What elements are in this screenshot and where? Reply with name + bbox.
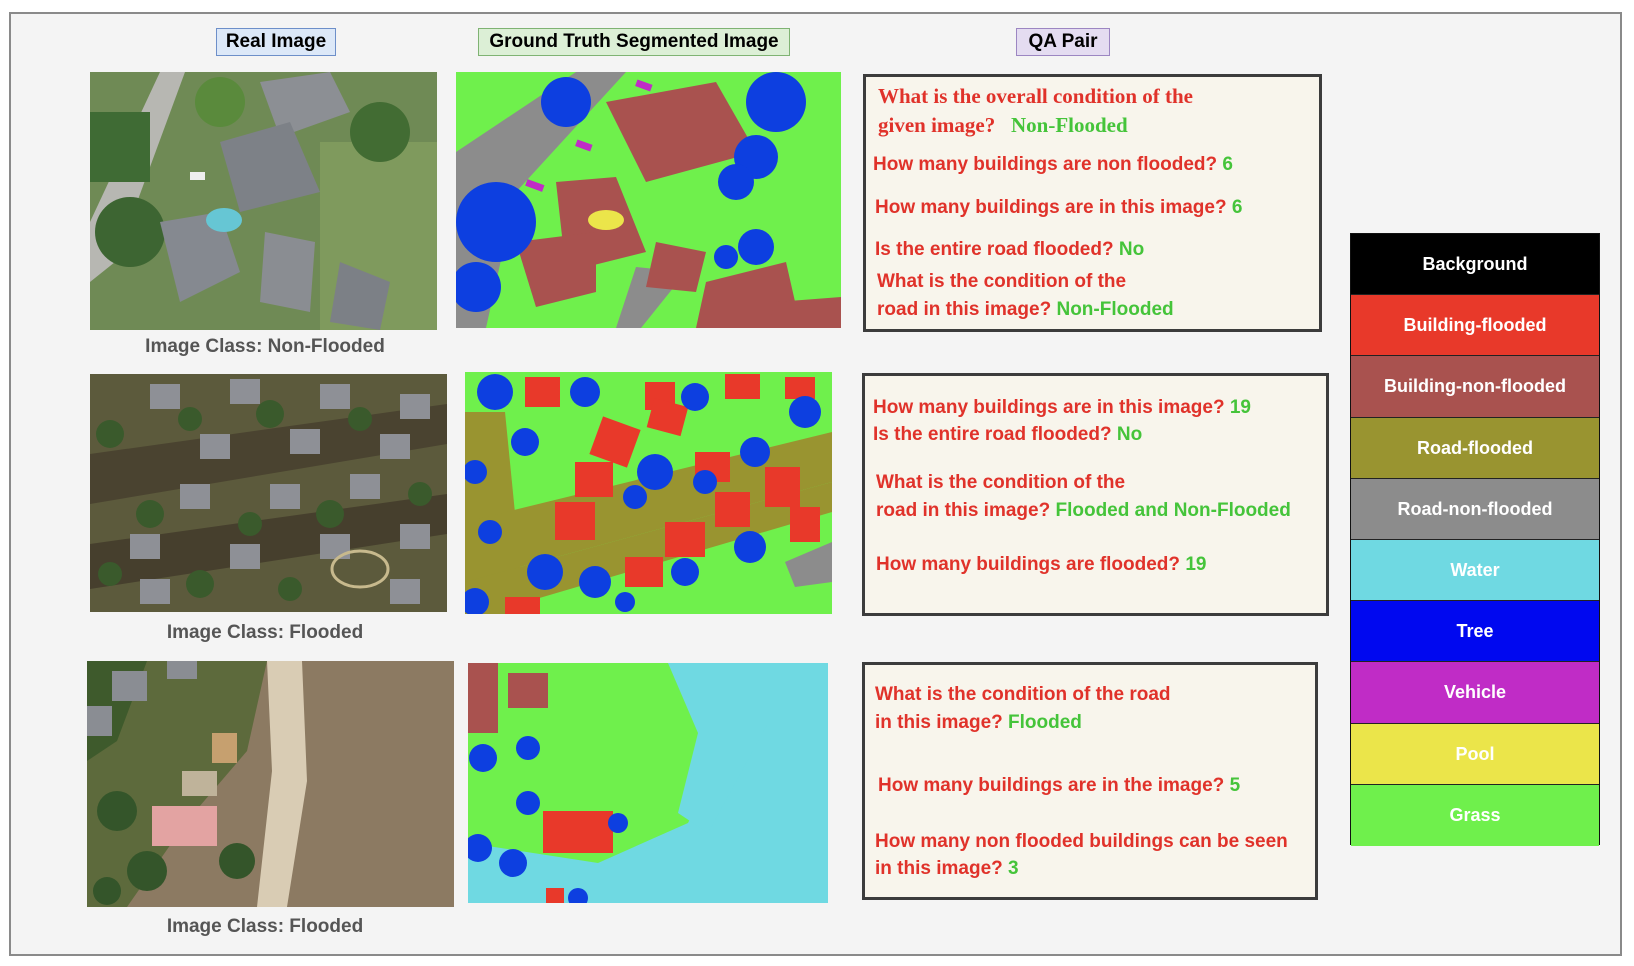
qa-line: in this image? 3 — [875, 858, 1019, 879]
qa-box-2: How many buildings are in this image? 19… — [862, 373, 1329, 616]
legend-item-vehicle: Vehicle — [1351, 662, 1599, 724]
qa-line: How many buildings are in this image? 19 — [873, 397, 1251, 418]
qa-line: What is the condition of the — [876, 472, 1126, 493]
qa-line: road in this image? Non-Flooded — [877, 299, 1174, 320]
legend-item-road-flooded: Road-flooded — [1351, 417, 1599, 479]
qa-line: How many non flooded buildings can be se… — [875, 831, 1288, 852]
real-image-2 — [90, 374, 447, 612]
qa-line: How many buildings are in this image? 6 — [875, 197, 1243, 218]
legend-item-road-non-flooded: Road-non-flooded — [1351, 478, 1599, 540]
legend-item-tree: Tree — [1351, 601, 1599, 663]
qa-line: Is the entire road flooded? No — [873, 424, 1143, 445]
legend-item-grass: Grass — [1351, 784, 1599, 846]
qa-line: What is the overall condition of the — [878, 84, 1193, 108]
qa-line: What is the condition of the road — [875, 684, 1171, 705]
qa-line: Is the entire road flooded? No — [875, 239, 1145, 260]
image-class-label-2: Image Class: Flooded — [166, 622, 364, 643]
legend-item-building-non-flooded: Building-non-flooded — [1351, 356, 1599, 418]
qa-line: How many buildings are non flooded? 6 — [873, 154, 1233, 175]
real-image-1 — [90, 72, 437, 330]
real-image-3 — [87, 661, 454, 907]
header-real-image: Real Image — [216, 28, 336, 56]
legend-item-background: Background — [1351, 234, 1599, 296]
header-qa-pair: QA Pair — [1016, 28, 1110, 56]
image-class-label-3: Image Class: Flooded — [166, 916, 364, 937]
image-class-label-1: Image Class: Non-Flooded — [145, 336, 385, 357]
qa-box-3: What is the condition of the road in thi… — [862, 662, 1318, 900]
qa-line: road in this image? Flooded and Non-Floo… — [876, 500, 1291, 521]
qa-box-1: What is the overall condition of the giv… — [863, 74, 1322, 332]
legend-item-water: Water — [1351, 539, 1599, 602]
gt-segmentation-3 — [468, 663, 828, 903]
qa-line: What is the condition of the — [877, 271, 1127, 292]
class-legend: Background Building-flooded Building-non-f… — [1350, 233, 1600, 846]
header-ground-truth: Ground Truth Segmented Image — [478, 28, 790, 56]
qa-line: How many buildings are flooded? 19 — [876, 554, 1207, 575]
gt-segmentation-2 — [465, 372, 832, 614]
legend-item-building-flooded: Building-flooded — [1351, 295, 1599, 357]
qa-line: in this image? Flooded — [875, 712, 1082, 733]
legend-item-pool: Pool — [1351, 723, 1599, 785]
gt-segmentation-1 — [456, 72, 841, 328]
qa-line: given image? Non-Flooded — [878, 113, 1128, 137]
qa-line: How many buildings are in the image? 5 — [878, 775, 1241, 796]
